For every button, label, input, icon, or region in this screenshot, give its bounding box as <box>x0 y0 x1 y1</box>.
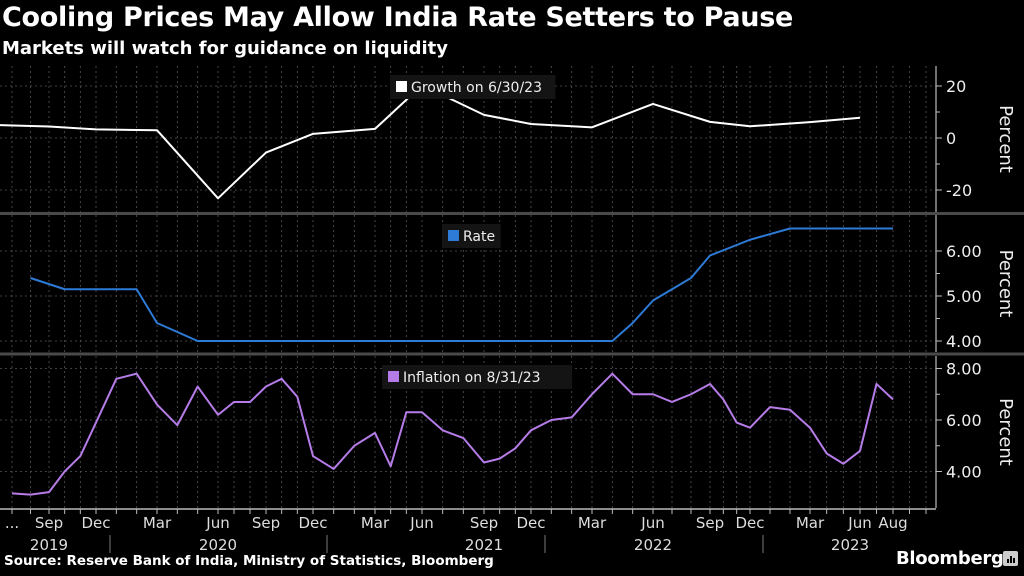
x-tick-label: ... <box>5 514 19 532</box>
y-axis-label: Percent <box>995 398 1016 466</box>
panel-separator <box>0 212 1024 215</box>
x-tick-label: Jun <box>640 514 664 532</box>
y-tick-label: 4.00 <box>946 463 982 482</box>
x-tick-label: Dec <box>298 514 327 532</box>
y-tick-label: 5.00 <box>946 287 982 306</box>
y-tick-label: -20 <box>946 181 972 200</box>
panel-rate: 6.00 5.00 4.00 Percent Rate <box>0 215 1016 352</box>
y-tick-label: 4.00 <box>946 332 982 351</box>
x-tick-label: Dec <box>81 514 110 532</box>
bloomberg-logo: Bloomberg <box>896 548 1004 569</box>
legend-label: Growth on 6/30/23 <box>411 80 542 96</box>
x-tick-label: Sep <box>252 514 280 532</box>
y-tick-label: 0 <box>946 129 956 148</box>
x-tick-label: Jun <box>847 514 871 532</box>
x-tick-label: Sep <box>470 514 498 532</box>
gridlines <box>11 66 927 508</box>
legend-label: Rate <box>463 229 495 245</box>
legend-box <box>382 365 572 389</box>
x-year-label: 2019 <box>30 536 68 554</box>
legend-swatch <box>388 371 399 382</box>
x-tick-label: Dec <box>516 514 545 532</box>
x-tick-label: Jun <box>409 514 433 532</box>
panel-growth: 20 0 -20 Percent Growth on 6/30/23 <box>0 66 1016 212</box>
x-tick-label: Mar <box>143 514 172 532</box>
y-tick-label: 6.00 <box>946 242 982 261</box>
x-year-label: 2021 <box>465 536 503 554</box>
y-tick-label: 20 <box>946 77 966 96</box>
series-line-growth <box>0 84 861 200</box>
x-tick-label: Aug <box>878 514 907 532</box>
y-axis-label: Percent <box>995 250 1016 318</box>
x-year-label: 2023 <box>831 536 869 554</box>
series-line-inflation <box>11 372 894 496</box>
legend-swatch <box>448 230 459 241</box>
y-tick-label: 8.00 <box>946 360 982 379</box>
x-tick-label: Mar <box>578 514 607 532</box>
legend-label: Inflation on 8/31/23 <box>403 370 541 386</box>
chart-title: Cooling Prices May Allow India Rate Sett… <box>2 2 793 33</box>
legend-box <box>390 75 556 99</box>
y-axis-label: Percent <box>995 105 1016 173</box>
chart-subtitle: Markets will watch for guidance on liqui… <box>2 38 449 59</box>
x-year-label: 2022 <box>634 536 672 554</box>
y-tick-label: 6.00 <box>946 411 982 430</box>
x-tick-label: Mar <box>796 514 825 532</box>
x-year-label: 2020 <box>199 536 237 554</box>
x-tick-label: Sep <box>696 514 724 532</box>
x-tick-label: Sep <box>35 514 63 532</box>
bloomberg-chart-icon <box>1003 551 1018 566</box>
legend-swatch <box>396 81 407 92</box>
x-tick-label: Mar <box>361 514 390 532</box>
x-tick-label: Jun <box>205 514 229 532</box>
panel-separator <box>0 352 1024 356</box>
panel-inflation: 8.00 6.00 4.00 Percent Inflation on 8/31/23 <box>0 356 1016 508</box>
source-note: Source: Reserve Bank of India, Ministry … <box>4 553 494 569</box>
x-tick-label: Dec <box>735 514 764 532</box>
